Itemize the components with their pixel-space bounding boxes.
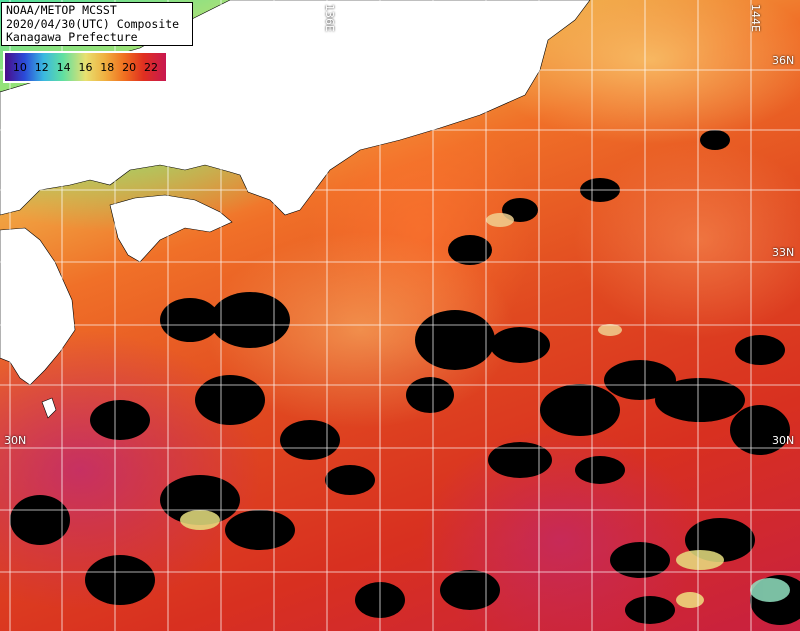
legend-label: 14 (56, 60, 71, 74)
lat-label-36n: 36N (772, 54, 795, 67)
lat-label-33n: 33N (772, 246, 795, 259)
kyushu-land (0, 227, 76, 386)
legend-label: 10 (12, 60, 27, 74)
cloud-edge-layer (180, 213, 790, 608)
temperature-legend: 10 12 14 16 18 20 22 (3, 51, 168, 83)
header-line-1: NOAA/METOP MCSST (6, 3, 117, 17)
legend-label: 20 (122, 60, 137, 74)
legend-label: 16 (78, 60, 93, 74)
lat-label-30n-right: 30N (772, 434, 795, 447)
lon-label-136e: 136E (323, 4, 336, 32)
legend-label: 18 (100, 60, 115, 74)
island-1 (41, 397, 57, 419)
header-line-2: 2020/04/30(UTC) Composite (6, 16, 180, 31)
legend-label: 12 (34, 60, 49, 74)
lat-label-30n-left: 30N (4, 434, 27, 447)
legend-label: 22 (143, 60, 158, 74)
header-box: NOAA/METOP MCSST 2020/04/30(UTC) Composi… (1, 2, 193, 46)
shikoku-land (109, 194, 233, 263)
lon-label-144e: 144E (749, 4, 762, 32)
header-line-3: Kanagawa Prefecture (6, 30, 138, 44)
